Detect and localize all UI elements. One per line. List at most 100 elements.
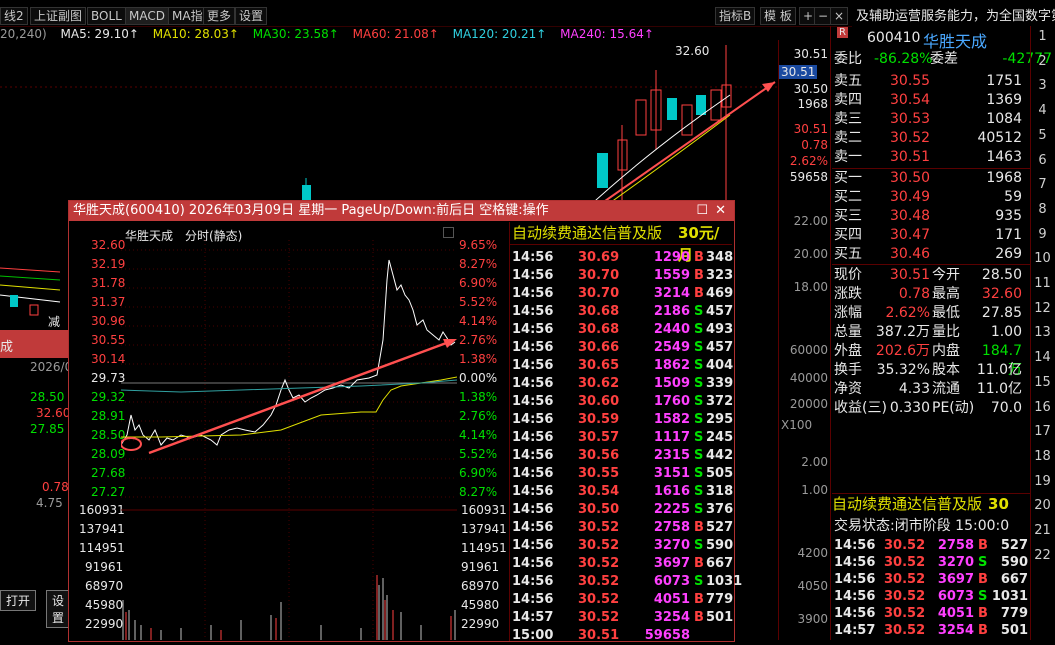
- template-button[interactable]: 模 板: [760, 7, 796, 25]
- stat-value: 11.0亿: [976, 381, 1022, 397]
- tick-price: 30.59: [578, 412, 620, 427]
- tick-time: 14:56: [512, 286, 554, 301]
- stat-label: 净资: [834, 381, 862, 397]
- quote-ad-text: 自动续费通达信普及版: [832, 495, 983, 513]
- stock-name[interactable]: 华胜天成: [923, 32, 988, 51]
- trade-price: 30.52: [884, 606, 926, 621]
- tick-list[interactable]: 自动续费通达信普及版 30元/月 14:56 30.69 1290 B 348 14:56…: [510, 222, 742, 643]
- stat-row: 外盘 202.6万 内盘 184.7万: [832, 342, 1054, 378]
- intraday-chart-area[interactable]: 华胜天成 分时(静态) 32.60 32.19 31.78 31.37 30.9…: [69, 222, 510, 641]
- tick-count: 348: [706, 250, 734, 265]
- chart-mode: 分时(静态): [185, 229, 243, 243]
- tab-settings[interactable]: 设置: [235, 7, 268, 25]
- tick-time: 14:56: [512, 448, 554, 463]
- trade-direction: S: [978, 555, 988, 570]
- tick-time: 14:56: [512, 412, 554, 427]
- close-button[interactable]: ×: [830, 7, 849, 25]
- quote-ad-price: 30: [988, 495, 1009, 513]
- news-headline: 及辅助运营服务能力，为全国数字第: [856, 9, 1055, 24]
- top-toolbar: 线2 上证副图 BOLL MACD MA指标 更多 设置 指标B 模 板 + −…: [0, 0, 852, 27]
- ask-volume: 1463: [986, 149, 1022, 165]
- quote-ad-banner[interactable]: 自动续费通达信普及版 30: [832, 493, 1030, 514]
- trade-volume: 3270: [937, 555, 974, 570]
- tick-price: 30.52: [578, 520, 620, 535]
- side-number[interactable]: 19: [1034, 473, 1051, 489]
- side-number[interactable]: 14: [1034, 350, 1051, 366]
- tick-time: 14:56: [512, 520, 554, 535]
- tick-direction: S: [694, 376, 704, 391]
- side-number[interactable]: 11: [1034, 276, 1051, 291]
- tab-more[interactable]: 更多: [203, 7, 236, 25]
- side-number[interactable]: 10: [1034, 251, 1051, 267]
- stat-label: 最低: [932, 305, 960, 321]
- side-number[interactable]: 16: [1034, 399, 1051, 415]
- stat-label: 涨跌: [834, 286, 862, 302]
- tick-volume: 3214: [653, 286, 690, 301]
- side-number[interactable]: 8: [1038, 201, 1047, 217]
- tick-row: 14:56 30.68 2186 S 457: [510, 303, 733, 321]
- side-number[interactable]: 20: [1034, 498, 1051, 514]
- side-number[interactable]: 22: [1034, 547, 1051, 563]
- tick-direction: B: [694, 250, 704, 265]
- ma120-label: MA120: 20.21↑: [452, 27, 547, 41]
- indicator-b-button[interactable]: 指标B: [715, 7, 756, 25]
- side-number[interactable]: 3: [1038, 78, 1047, 94]
- side-number[interactable]: 4: [1038, 103, 1047, 119]
- tick-count: 469: [706, 286, 734, 301]
- side-number[interactable]: 6: [1038, 152, 1047, 168]
- side-number[interactable]: 1: [1038, 29, 1047, 44]
- ask-label: 卖四: [834, 92, 862, 108]
- trade-status: 交易状态:闭市阶段 15:00:0: [834, 518, 1010, 534]
- settings-button-left[interactable]: 设置: [46, 590, 71, 628]
- chart-options-icon[interactable]: [443, 227, 454, 238]
- side-number[interactable]: 17: [1034, 424, 1051, 440]
- bid-label: 买五: [834, 246, 862, 262]
- tick-row: 14:56 30.56 2315 S 442: [510, 447, 733, 465]
- tick-count: 404: [706, 358, 734, 373]
- tick-direction: B: [694, 286, 704, 301]
- tick-price: 30.52: [578, 610, 620, 625]
- divider: [832, 168, 1030, 169]
- trade-volume: 3254: [937, 623, 974, 638]
- ask-volume: 1751: [986, 73, 1022, 89]
- ask-label: 卖二: [834, 130, 862, 146]
- trade-time: 14:56: [834, 606, 876, 621]
- side-number[interactable]: 12: [1034, 300, 1051, 316]
- tick-price: 30.68: [578, 322, 620, 337]
- tick-time: 14:56: [512, 322, 554, 337]
- ma240-label: MA240: 15.64↑: [560, 27, 654, 41]
- tick-price: 30.50: [578, 502, 620, 517]
- bid-label: 买三: [834, 208, 862, 224]
- tick-price: 30.51: [578, 628, 620, 643]
- tick-volume: 1760: [653, 394, 690, 409]
- side-number[interactable]: 2: [1038, 53, 1047, 69]
- ma10-label: MA10: 28.03↑: [152, 27, 239, 41]
- side-number[interactable]: 21: [1034, 523, 1051, 538]
- side-number[interactable]: 9: [1038, 226, 1047, 242]
- side-number[interactable]: 7: [1038, 177, 1047, 193]
- tick-volume: 2225: [653, 502, 690, 517]
- tab-boll[interactable]: BOLL: [87, 7, 126, 25]
- side-number[interactable]: 5: [1038, 127, 1047, 143]
- close-icon[interactable]: ✕: [715, 203, 726, 218]
- tab-line2[interactable]: 线2: [0, 7, 28, 25]
- tick-price: 30.57: [578, 430, 620, 445]
- side-number[interactable]: 15: [1034, 374, 1051, 390]
- trade-price: 30.52: [884, 538, 926, 553]
- stat-label: 外盘: [834, 343, 862, 359]
- tick-time: 14:57: [512, 610, 554, 625]
- tick-ad-banner[interactable]: 自动续费通达信普及版 30元/月: [510, 222, 732, 264]
- stat-label: 流通: [932, 381, 960, 397]
- tab-macd[interactable]: MACD: [125, 7, 169, 25]
- side-number[interactable]: 18: [1034, 448, 1051, 464]
- side-number[interactable]: 13: [1034, 325, 1051, 341]
- tick-price: 30.52: [578, 574, 620, 589]
- maximize-icon[interactable]: ☐: [696, 203, 708, 218]
- tick-row: 14:56 30.69 1290 B 348: [510, 249, 734, 267]
- open-button[interactable]: 打开: [0, 590, 37, 611]
- ask-price: 30.55: [890, 73, 931, 89]
- tick-count: 457: [706, 340, 734, 355]
- popup-titlebar: 华胜天成(600410) 2026年03月09日 星期一 PageUp/Down…: [69, 201, 734, 221]
- tab-shanghai-sub[interactable]: 上证副图: [30, 7, 87, 25]
- bid-label: 买四: [834, 227, 862, 243]
